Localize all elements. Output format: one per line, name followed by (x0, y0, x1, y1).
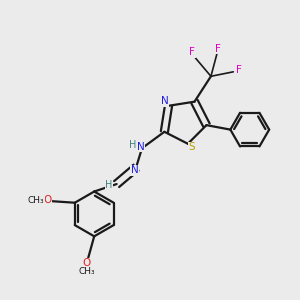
Text: F: F (236, 65, 242, 75)
Text: CH₃: CH₃ (28, 196, 44, 205)
Text: H: H (129, 140, 137, 150)
Text: F: F (215, 44, 221, 53)
Text: N: N (136, 142, 144, 152)
Text: CH₃: CH₃ (78, 267, 95, 276)
Text: O: O (43, 195, 51, 205)
Text: N: N (130, 165, 138, 175)
Text: O: O (82, 258, 91, 268)
Text: H: H (106, 180, 113, 190)
Text: F: F (189, 47, 195, 57)
Text: S: S (188, 142, 195, 152)
Text: N: N (161, 96, 169, 106)
